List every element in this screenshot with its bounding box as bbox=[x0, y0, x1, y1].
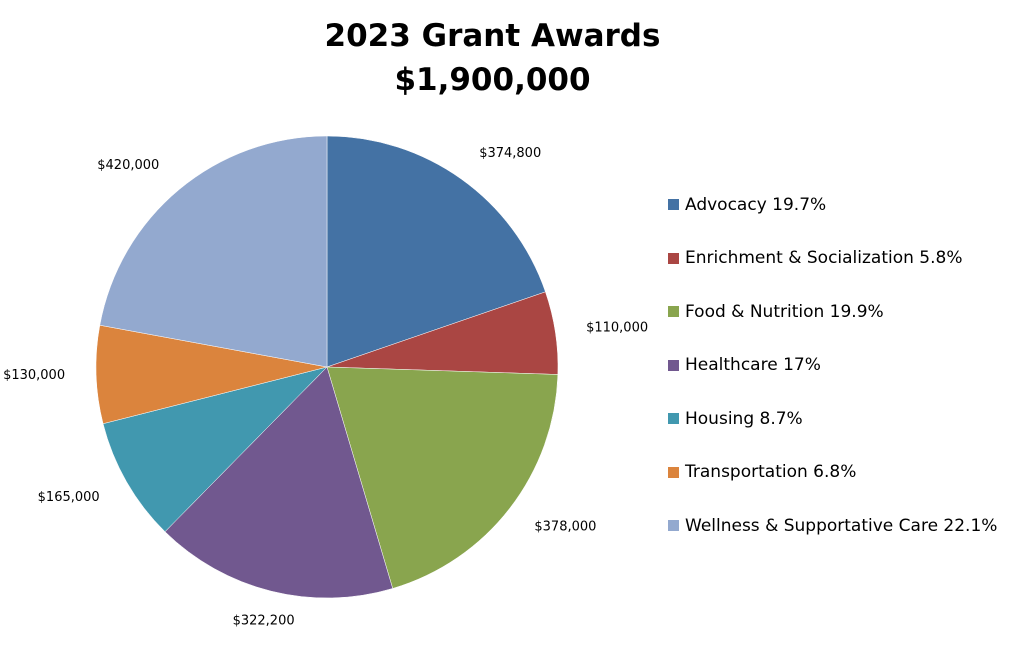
pie-slice-7 bbox=[99, 135, 328, 368]
legend-item-5: Housing 8.7% bbox=[668, 404, 997, 433]
chart-legend: Advocacy 19.7% Enrichment & Socialization… bbox=[668, 190, 997, 565]
legend-label-3: Food & Nutrition 19.9% bbox=[685, 301, 884, 322]
legend-item-3: Food & Nutrition 19.9% bbox=[668, 297, 997, 326]
legend-label-2: Enrichment & Socialization 5.8% bbox=[685, 248, 963, 268]
pie-slice-5 bbox=[102, 366, 328, 533]
slice-value-label-3: $378,000 bbox=[534, 520, 596, 535]
legend-swatch-3 bbox=[668, 306, 679, 317]
legend-item-1: Advocacy 19.7% bbox=[668, 190, 997, 219]
chart-title-block: 2023 Grant Awards $1,900,000 bbox=[0, 14, 985, 102]
slice-value-label-4: $322,200 bbox=[233, 614, 295, 629]
legend-label-6: Transportation 6.8% bbox=[685, 462, 857, 482]
chart-title: 2023 Grant Awards bbox=[324, 18, 661, 54]
slice-value-label-2: $110,000 bbox=[586, 321, 648, 336]
legend-label-7: Wellness & Supportative Care 22.1% bbox=[685, 515, 998, 536]
legend-swatch-5 bbox=[668, 413, 679, 424]
legend-label-1: Advocacy 19.7% bbox=[685, 194, 827, 215]
slice-value-label-7: $420,000 bbox=[97, 158, 159, 173]
slice-value-label-6: $130,000 bbox=[3, 368, 65, 383]
legend-item-2: Enrichment & Socialization 5.8% bbox=[668, 244, 997, 273]
legend-swatch-7 bbox=[668, 520, 679, 531]
pie-slice-1 bbox=[326, 135, 546, 368]
legend-swatch-6 bbox=[668, 466, 679, 478]
slice-value-label-5: $165,000 bbox=[38, 490, 100, 505]
legend-item-7: Wellness & Supportative Care 22.1% bbox=[668, 511, 997, 540]
pie-slice-4 bbox=[164, 366, 394, 599]
legend-swatch-4 bbox=[668, 359, 679, 371]
slice-value-label-1: $374,800 bbox=[479, 146, 541, 161]
chart-subtitle: $1,900,000 bbox=[394, 62, 591, 98]
legend-item-4: Healthcare 17% bbox=[668, 351, 997, 380]
legend-item-6: Transportation 6.8% bbox=[668, 458, 997, 487]
legend-label-5: Housing 8.7% bbox=[685, 408, 803, 429]
legend-swatch-1 bbox=[668, 199, 679, 210]
legend-label-4: Healthcare 17% bbox=[685, 355, 821, 375]
pie-slice-3 bbox=[326, 366, 559, 589]
legend-swatch-2 bbox=[668, 252, 679, 264]
